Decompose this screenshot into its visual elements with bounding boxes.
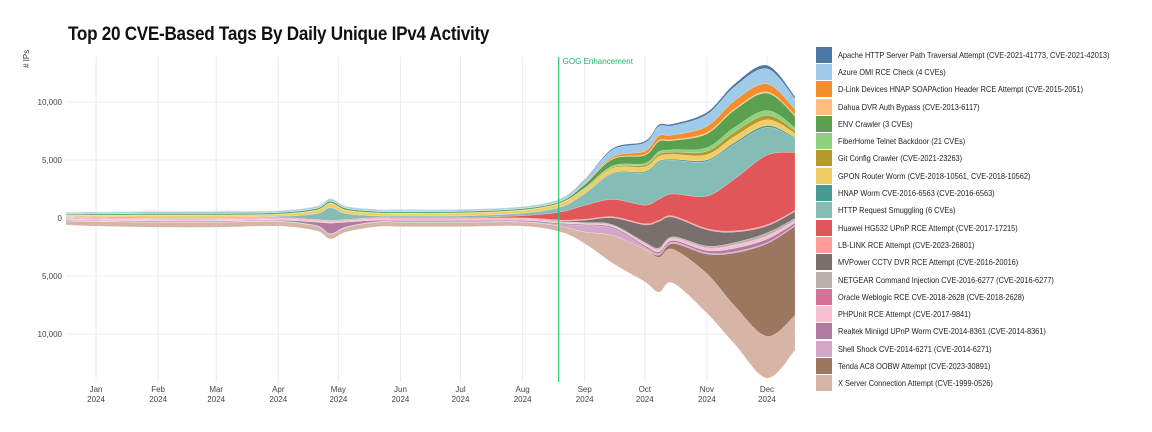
legend-item: Oracle Weblogic RCE CVE-2018-2628 (CVE-2…: [816, 288, 1146, 305]
legend-swatch: [816, 306, 832, 323]
legend-label: D-Link Devices HNAP SOAPAction Header RC…: [838, 84, 1084, 95]
annotations: GOG Enhancement: [558, 57, 634, 382]
legend-label: Azure OMI RCE Check (4 CVEs): [838, 66, 946, 77]
legend-label: Git Config Crawler (CVE-2021-23263): [838, 153, 963, 164]
legend-item: ENV Crawler (3 CVEs): [816, 115, 1146, 132]
legend-swatch: [816, 98, 832, 115]
legend-swatch: [816, 375, 832, 392]
stream-apache-http-server-path-traversal-attempt: [65, 64, 796, 213]
x-tick-year: 2024: [269, 395, 287, 404]
legend-label: FiberHome Telnet Backdoor (21 CVEs): [838, 136, 966, 147]
x-tick-month: Nov: [700, 385, 714, 394]
x-tick-year: 2024: [149, 395, 167, 404]
x-tick-year: 2024: [514, 395, 532, 404]
x-tick-month: Jun: [394, 385, 407, 394]
x-tick-year: 2024: [207, 395, 225, 404]
legend-swatch: [816, 150, 832, 167]
legend-swatch: [816, 254, 832, 271]
x-tick-month: May: [331, 385, 346, 394]
legend-swatch: [816, 185, 832, 202]
legend-swatch: [816, 202, 832, 219]
legend-item: Realtek Miniigd UPnP Worm CVE-2014-8361 …: [816, 323, 1146, 340]
x-tick-month: Sep: [578, 385, 593, 394]
legend-item: X Server Connection Attempt (CVE-1999-05…: [816, 375, 1146, 392]
legend-swatch: [816, 236, 832, 253]
legend-swatch: [816, 63, 832, 80]
x-tick-year: 2024: [698, 395, 716, 404]
legend-label: Realtek Miniigd UPnP Worm CVE-2014-8361 …: [838, 326, 1046, 337]
legend-label: GPON Router Worm (CVE-2018-10561, CVE-20…: [838, 170, 1031, 181]
legend-swatch: [816, 340, 832, 357]
legend-label: HTTP Request Smuggling (6 CVEs): [838, 205, 956, 216]
legend-item: Dahua DVR Auth Bypass (CVE-2013-6117): [816, 98, 1146, 115]
x-tick-month: Apr: [272, 385, 285, 394]
legend: Apache HTTP Server Path Traversal Attemp…: [816, 46, 1146, 392]
legend-label: PHPUnit RCE Attempt (CVE-2017-9841): [838, 309, 971, 320]
legend-label: NETGEAR Command Injection CVE-2016-6277 …: [838, 274, 1054, 285]
legend-swatch: [816, 357, 832, 374]
legend-item: D-Link Devices HNAP SOAPAction Header RC…: [816, 81, 1146, 98]
legend-swatch: [816, 115, 832, 132]
x-tick-month: Dec: [760, 385, 774, 394]
chart-title: Top 20 CVE-Based Tags By Daily Unique IP…: [68, 24, 490, 45]
y-tick-label: 0: [58, 214, 63, 223]
legend-label: Apache HTTP Server Path Traversal Attemp…: [838, 49, 1110, 60]
legend-label: Shell Shock CVE-2014-6271 (CVE-2014-6271…: [838, 343, 992, 354]
x-tick-month: Feb: [151, 385, 165, 394]
legend-label: Huawei HG532 UPnP RCE Attempt (CVE-2017-…: [838, 222, 1018, 233]
legend-item: Tenda AC8 OOBW Attempt (CVE-2023-30891): [816, 357, 1146, 374]
legend-item: LB-LINK RCE Attempt (CVE-2023-26801): [816, 236, 1146, 253]
x-tick-month: Aug: [516, 385, 530, 394]
legend-label: MVPower CCTV DVR RCE Attempt (CVE-2016-2…: [838, 257, 1019, 268]
legend-item: Shell Shock CVE-2014-6271 (CVE-2014-6271…: [816, 340, 1146, 357]
legend-item: HTTP Request Smuggling (6 CVEs): [816, 202, 1146, 219]
annotation-label: GOG Enhancement: [563, 57, 634, 66]
legend-label: Dahua DVR Auth Bypass (CVE-2013-6117): [838, 101, 980, 112]
y-tick-label: 5,000: [42, 156, 63, 165]
legend-label: X Server Connection Attempt (CVE-1999-05…: [838, 378, 993, 389]
legend-swatch: [816, 46, 832, 63]
x-tick-year: 2024: [576, 395, 594, 404]
y-tick-label: 5,000: [42, 272, 63, 281]
legend-swatch: [816, 219, 832, 236]
x-tick-month: Jul: [455, 385, 465, 394]
legend-item: Huawei HG532 UPnP RCE Attempt (CVE-2017-…: [816, 219, 1146, 236]
x-tick-month: Mar: [209, 385, 223, 394]
legend-swatch: [816, 81, 832, 98]
y-axis-ticks: 10,000 5,000 0 5,000 10,000: [38, 98, 63, 339]
legend-label: Oracle Weblogic RCE CVE-2018-2628 (CVE-2…: [838, 291, 1025, 302]
x-tick-year: 2024: [452, 395, 470, 404]
legend-item: PHPUnit RCE Attempt (CVE-2017-9841): [816, 305, 1146, 323]
legend-item: NETGEAR Command Injection CVE-2016-6277 …: [816, 271, 1146, 288]
legend-swatch: [816, 288, 832, 305]
x-axis-ticks: Jan2024Feb2024Mar2024Apr2024May2024Jun20…: [87, 385, 776, 404]
y-tick-label: 10,000: [38, 98, 63, 107]
y-tick-label: 10,000: [38, 330, 63, 339]
stream-layers: [65, 64, 796, 379]
x-tick-month: Jan: [90, 385, 103, 394]
x-tick-month: Oct: [639, 385, 652, 394]
legend-swatch: [816, 323, 832, 340]
x-tick-year: 2024: [758, 395, 776, 404]
x-tick-year: 2024: [329, 395, 347, 404]
legend-item: Azure OMI RCE Check (4 CVEs): [816, 63, 1146, 80]
x-tick-year: 2024: [87, 395, 105, 404]
legend-item: GPON Router Worm (CVE-2018-10561, CVE-20…: [816, 167, 1146, 184]
legend-item: HNAP Worm CVE-2016-6563 (CVE-2016-6563): [816, 184, 1146, 202]
legend-item: Git Config Crawler (CVE-2021-23263): [816, 150, 1146, 167]
legend-swatch: [816, 133, 832, 150]
legend-label: Tenda AC8 OOBW Attempt (CVE-2023-30891): [838, 360, 991, 371]
legend-item: Apache HTTP Server Path Traversal Attemp…: [816, 46, 1146, 63]
legend-swatch: [816, 167, 832, 184]
x-tick-year: 2024: [636, 395, 654, 404]
legend-item: MVPower CCTV DVR RCE Attempt (CVE-2016-2…: [816, 254, 1146, 271]
legend-swatch: [816, 271, 832, 288]
legend-item: FiberHome Telnet Backdoor (21 CVEs): [816, 132, 1146, 150]
legend-label: HNAP Worm CVE-2016-6563 (CVE-2016-6563): [838, 188, 995, 199]
legend-label: ENV Crawler (3 CVEs): [838, 118, 913, 129]
x-tick-year: 2024: [392, 395, 410, 404]
legend-label: LB-LINK RCE Attempt (CVE-2023-26801): [838, 239, 975, 250]
